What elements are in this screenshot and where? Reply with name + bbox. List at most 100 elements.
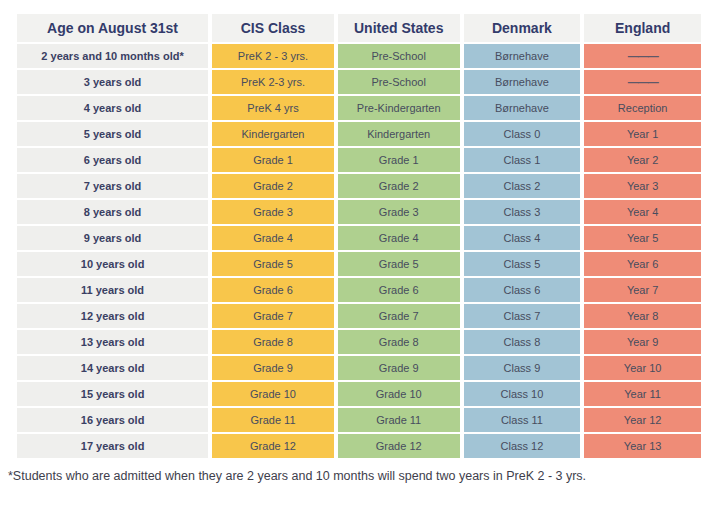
column-header-age: Age on August 31st <box>17 14 208 42</box>
united-states-cell: Grade 10 <box>338 382 460 406</box>
united-states-cell: Grade 6 <box>338 278 460 302</box>
age-cell: 16 years old <box>17 408 208 432</box>
table-row: 11 years old Grade 6 Grade 6 Class 6 Yea… <box>17 278 701 302</box>
table-row: 8 years old Grade 3 Grade 3 Class 3 Year… <box>17 200 701 224</box>
grade-equivalence-page: Age on August 31st CIS Class United Stat… <box>0 0 720 509</box>
england-cell: Year 8 <box>584 304 701 328</box>
table-header: Age on August 31st CIS Class United Stat… <box>17 14 701 42</box>
age-cell: 15 years old <box>17 382 208 406</box>
denmark-cell: Børnehave <box>464 70 581 94</box>
age-cell: 17 years old <box>17 434 208 458</box>
table-row: 15 years old Grade 10 Grade 10 Class 10 … <box>17 382 701 406</box>
table-row: 3 years old PreK 2-3 yrs. Pre-School Bør… <box>17 70 701 94</box>
age-cell: 8 years old <box>17 200 208 224</box>
cis-class-cell: Grade 1 <box>212 148 334 172</box>
england-cell: Year 2 <box>584 148 701 172</box>
table-row: 4 years old PreK 4 yrs Pre-Kindergarten … <box>17 96 701 120</box>
denmark-cell: Class 6 <box>464 278 581 302</box>
denmark-cell: Børnehave <box>464 96 581 120</box>
column-header-england: England <box>584 14 701 42</box>
cis-class-cell: Grade 6 <box>212 278 334 302</box>
column-header-cis-class: CIS Class <box>212 14 334 42</box>
united-states-cell: Pre-School <box>338 70 460 94</box>
table-row: 5 years old Kindergarten Kindergarten Cl… <box>17 122 701 146</box>
denmark-cell: Class 5 <box>464 252 581 276</box>
denmark-cell: Class 0 <box>464 122 581 146</box>
table-row: 7 years old Grade 2 Grade 2 Class 2 Year… <box>17 174 701 198</box>
age-cell: 4 years old <box>17 96 208 120</box>
table-row: 9 years old Grade 4 Grade 4 Class 4 Year… <box>17 226 701 250</box>
united-states-cell: Grade 9 <box>338 356 460 380</box>
england-cell: ——— <box>584 44 701 68</box>
header-row: Age on August 31st CIS Class United Stat… <box>17 14 701 42</box>
column-header-united-states: United States <box>338 14 460 42</box>
cis-class-cell: Grade 11 <box>212 408 334 432</box>
denmark-cell: Class 12 <box>464 434 581 458</box>
united-states-cell: Grade 1 <box>338 148 460 172</box>
united-states-cell: Pre-Kindergarten <box>338 96 460 120</box>
cis-class-cell: Grade 2 <box>212 174 334 198</box>
age-cell: 14 years old <box>17 356 208 380</box>
united-states-cell: Grade 11 <box>338 408 460 432</box>
england-cell: Year 12 <box>584 408 701 432</box>
united-states-cell: Grade 4 <box>338 226 460 250</box>
england-cell: Year 13 <box>584 434 701 458</box>
table-row: 16 years old Grade 11 Grade 11 Class 11 … <box>17 408 701 432</box>
england-cell: Year 6 <box>584 252 701 276</box>
denmark-cell: Class 1 <box>464 148 581 172</box>
table-body: 2 years and 10 months old* PreK 2 - 3 yr… <box>17 44 701 458</box>
table-row: 2 years and 10 months old* PreK 2 - 3 yr… <box>17 44 701 68</box>
denmark-cell: Class 4 <box>464 226 581 250</box>
england-cell: Year 9 <box>584 330 701 354</box>
united-states-cell: Grade 7 <box>338 304 460 328</box>
cis-class-cell: PreK 4 yrs <box>212 96 334 120</box>
denmark-cell: Class 3 <box>464 200 581 224</box>
united-states-cell: Grade 2 <box>338 174 460 198</box>
england-cell: Year 4 <box>584 200 701 224</box>
table-row: 14 years old Grade 9 Grade 9 Class 9 Yea… <box>17 356 701 380</box>
united-states-cell: Grade 5 <box>338 252 460 276</box>
table-row: 13 years old Grade 8 Grade 8 Class 8 Yea… <box>17 330 701 354</box>
cis-class-cell: Grade 3 <box>212 200 334 224</box>
age-cell: 2 years and 10 months old* <box>17 44 208 68</box>
england-cell: Year 1 <box>584 122 701 146</box>
england-cell: Reception <box>584 96 701 120</box>
table-row: 6 years old Grade 1 Grade 1 Class 1 Year… <box>17 148 701 172</box>
united-states-cell: Grade 3 <box>338 200 460 224</box>
england-cell: Year 5 <box>584 226 701 250</box>
age-cell: 10 years old <box>17 252 208 276</box>
age-cell: 5 years old <box>17 122 208 146</box>
england-cell: Year 7 <box>584 278 701 302</box>
england-cell: Year 3 <box>584 174 701 198</box>
united-states-cell: Grade 12 <box>338 434 460 458</box>
footnote: *Students who are admitted when they are… <box>8 469 720 483</box>
cis-class-cell: PreK 2 - 3 yrs. <box>212 44 334 68</box>
cis-class-cell: Grade 12 <box>212 434 334 458</box>
age-cell: 9 years old <box>17 226 208 250</box>
denmark-cell: Class 7 <box>464 304 581 328</box>
table-row: 10 years old Grade 5 Grade 5 Class 5 Yea… <box>17 252 701 276</box>
age-cell: 7 years old <box>17 174 208 198</box>
denmark-cell: Børnehave <box>464 44 581 68</box>
cis-class-cell: Grade 4 <box>212 226 334 250</box>
age-cell: 13 years old <box>17 330 208 354</box>
denmark-cell: Class 2 <box>464 174 581 198</box>
denmark-cell: Class 10 <box>464 382 581 406</box>
cis-class-cell: Grade 9 <box>212 356 334 380</box>
united-states-cell: Kindergarten <box>338 122 460 146</box>
cis-class-cell: Grade 7 <box>212 304 334 328</box>
age-cell: 3 years old <box>17 70 208 94</box>
age-cell: 12 years old <box>17 304 208 328</box>
england-cell: Year 11 <box>584 382 701 406</box>
cis-class-cell: PreK 2-3 yrs. <box>212 70 334 94</box>
united-states-cell: Grade 8 <box>338 330 460 354</box>
grade-comparison-table: Age on August 31st CIS Class United Stat… <box>13 12 705 460</box>
column-header-denmark: Denmark <box>464 14 581 42</box>
age-cell: 6 years old <box>17 148 208 172</box>
england-cell: ——— <box>584 70 701 94</box>
denmark-cell: Class 11 <box>464 408 581 432</box>
cis-class-cell: Grade 8 <box>212 330 334 354</box>
age-cell: 11 years old <box>17 278 208 302</box>
england-cell: Year 10 <box>584 356 701 380</box>
table-row: 12 years old Grade 7 Grade 7 Class 7 Yea… <box>17 304 701 328</box>
